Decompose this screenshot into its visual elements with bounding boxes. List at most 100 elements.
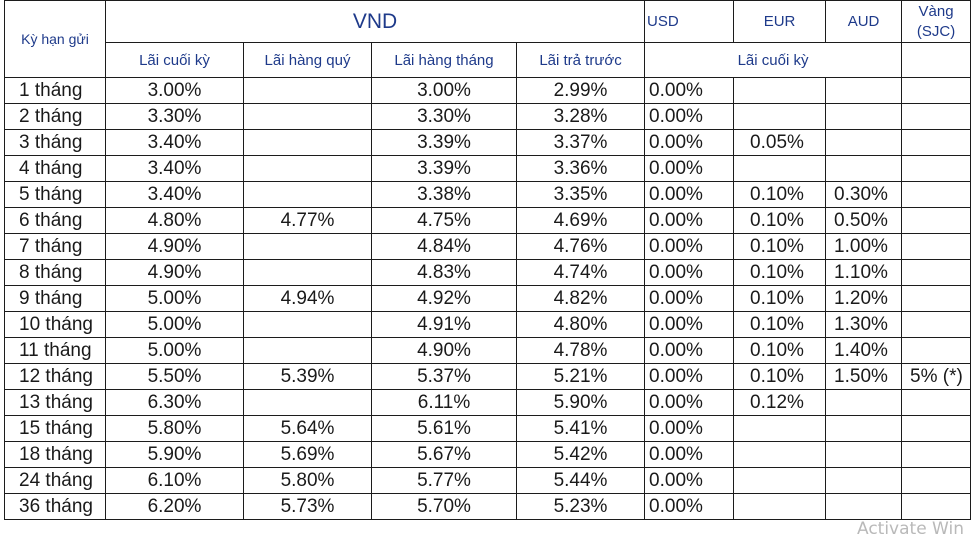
cell-vnd-monthly: 5.70% [371, 493, 517, 520]
cell-vnd-quarterly [243, 311, 372, 338]
table-row: 13 tháng 6.30% 6.11% 5.90% 0.00% 0.12% [4, 389, 972, 416]
interest-rate-table: Kỳ hạn gửi VND USD EUR AUD Vàng (SJC) Lãi… [4, 0, 972, 520]
cell-term: 9 tháng [4, 285, 106, 312]
cell-term: 2 tháng [4, 103, 106, 130]
cell-term: 18 tháng [4, 441, 106, 468]
term-header: Kỳ hạn gửi [4, 0, 106, 78]
cell-aud [825, 493, 903, 520]
cell-usd: 0.00% [644, 207, 735, 234]
cell-term: 6 tháng [4, 207, 106, 234]
cell-vnd-quarterly [243, 129, 372, 156]
gold-header: Vàng (SJC) [901, 0, 972, 43]
cell-vnd-end: 5.00% [105, 311, 244, 338]
cell-term: 3 tháng [4, 129, 106, 156]
cell-vnd-quarterly: 5.73% [243, 493, 372, 520]
cell-vnd-quarterly: 5.69% [243, 441, 372, 468]
cell-gold [901, 259, 972, 286]
activate-windows-watermark: Activate Win [856, 519, 964, 539]
table-row: 15 tháng 5.80% 5.64% 5.61% 5.41% 0.00% [4, 415, 972, 442]
table-row: 18 tháng 5.90% 5.69% 5.67% 5.42% 0.00% [4, 441, 972, 468]
cell-vnd-end: 5.80% [105, 415, 244, 442]
cell-vnd-quarterly [243, 181, 372, 208]
cell-vnd-quarterly: 4.94% [243, 285, 372, 312]
cell-vnd-quarterly [243, 77, 372, 104]
cell-term: 4 tháng [4, 155, 106, 182]
table-row: 36 tháng 6.20% 5.73% 5.70% 5.23% 0.00% [4, 493, 972, 520]
cell-vnd-prepaid: 3.28% [515, 103, 646, 130]
cell-usd: 0.00% [644, 311, 735, 338]
cell-vnd-quarterly [243, 259, 372, 286]
cell-term: 11 tháng [4, 337, 106, 364]
cell-vnd-end: 6.30% [105, 389, 244, 416]
cell-gold [901, 441, 972, 468]
cell-usd: 0.00% [644, 415, 735, 442]
cell-gold [901, 155, 972, 182]
cell-vnd-monthly: 3.00% [371, 77, 517, 104]
cell-vnd-monthly: 5.77% [371, 467, 517, 494]
cell-gold [901, 389, 972, 416]
gold-header-line1: Vàng [918, 2, 954, 20]
cell-vnd-monthly: 5.37% [371, 363, 517, 390]
vnd-end-of-term-header: Lãi cuối kỳ [105, 42, 244, 78]
cell-gold [901, 467, 972, 494]
cell-eur: 0.10% [733, 337, 827, 364]
cell-vnd-quarterly [243, 233, 372, 260]
cell-vnd-quarterly [243, 337, 372, 364]
table-row: 11 tháng 5.00% 4.90% 4.78% 0.00% 0.10% 1.40% [4, 337, 972, 364]
vnd-header: VND [104, 0, 646, 43]
cell-vnd-prepaid: 5.44% [515, 467, 646, 494]
cell-term: 15 tháng [4, 415, 106, 442]
cell-vnd-monthly: 6.11% [371, 389, 517, 416]
table-row: 5 tháng 3.40% 3.38% 3.35% 0.00% 0.10% 0.30% [4, 181, 972, 208]
cell-vnd-prepaid: 3.36% [515, 155, 646, 182]
cell-usd: 0.00% [644, 129, 735, 156]
cell-gold [901, 493, 972, 520]
cell-vnd-end: 3.30% [105, 103, 244, 130]
cell-vnd-quarterly [243, 103, 372, 130]
cell-term: 13 tháng [4, 389, 106, 416]
cell-vnd-prepaid: 4.74% [515, 259, 646, 286]
cell-vnd-quarterly [243, 155, 372, 182]
cell-term: 5 tháng [4, 181, 106, 208]
cell-vnd-monthly: 3.39% [371, 155, 517, 182]
cell-aud [825, 467, 903, 494]
cell-eur: 0.10% [733, 311, 827, 338]
cell-vnd-end: 4.90% [105, 233, 244, 260]
cell-vnd-monthly: 3.38% [371, 181, 517, 208]
cell-aud: 1.50% [825, 363, 903, 390]
eur-header: EUR [733, 0, 827, 43]
cell-eur: 0.10% [733, 207, 827, 234]
cell-vnd-quarterly: 5.80% [243, 467, 372, 494]
cell-eur [733, 441, 827, 468]
gold-header-line2: (SJC) [916, 22, 956, 40]
cell-vnd-end: 3.40% [105, 129, 244, 156]
cell-vnd-prepaid: 4.80% [515, 311, 646, 338]
cell-usd: 0.00% [644, 363, 735, 390]
cell-term: 1 tháng [4, 77, 106, 104]
cell-vnd-prepaid: 2.99% [515, 77, 646, 104]
cell-vnd-end: 6.10% [105, 467, 244, 494]
cell-vnd-end: 4.90% [105, 259, 244, 286]
cell-vnd-monthly: 4.84% [371, 233, 517, 260]
cell-vnd-quarterly: 5.39% [243, 363, 372, 390]
cell-vnd-prepaid: 5.21% [515, 363, 646, 390]
cell-vnd-prepaid: 4.78% [515, 337, 646, 364]
cell-aud: 1.20% [825, 285, 903, 312]
table-row: 8 tháng 4.90% 4.83% 4.74% 0.00% 0.10% 1.10% [4, 259, 972, 286]
cell-vnd-end: 4.80% [105, 207, 244, 234]
gold-subheader-empty [901, 42, 972, 78]
cell-aud: 0.30% [825, 181, 903, 208]
vnd-quarterly-header: Lãi hàng quý [243, 42, 372, 78]
cell-usd: 0.00% [644, 259, 735, 286]
cell-eur [733, 103, 827, 130]
cell-gold [901, 233, 972, 260]
cell-usd: 0.00% [644, 77, 735, 104]
vnd-prepaid-header: Lãi trả trước [515, 42, 646, 78]
cell-aud: 0.50% [825, 207, 903, 234]
cell-aud [825, 129, 903, 156]
aud-header: AUD [825, 0, 903, 43]
cell-term: 7 tháng [4, 233, 106, 260]
cell-usd: 0.00% [644, 337, 735, 364]
cell-vnd-prepaid: 5.42% [515, 441, 646, 468]
cell-aud [825, 155, 903, 182]
